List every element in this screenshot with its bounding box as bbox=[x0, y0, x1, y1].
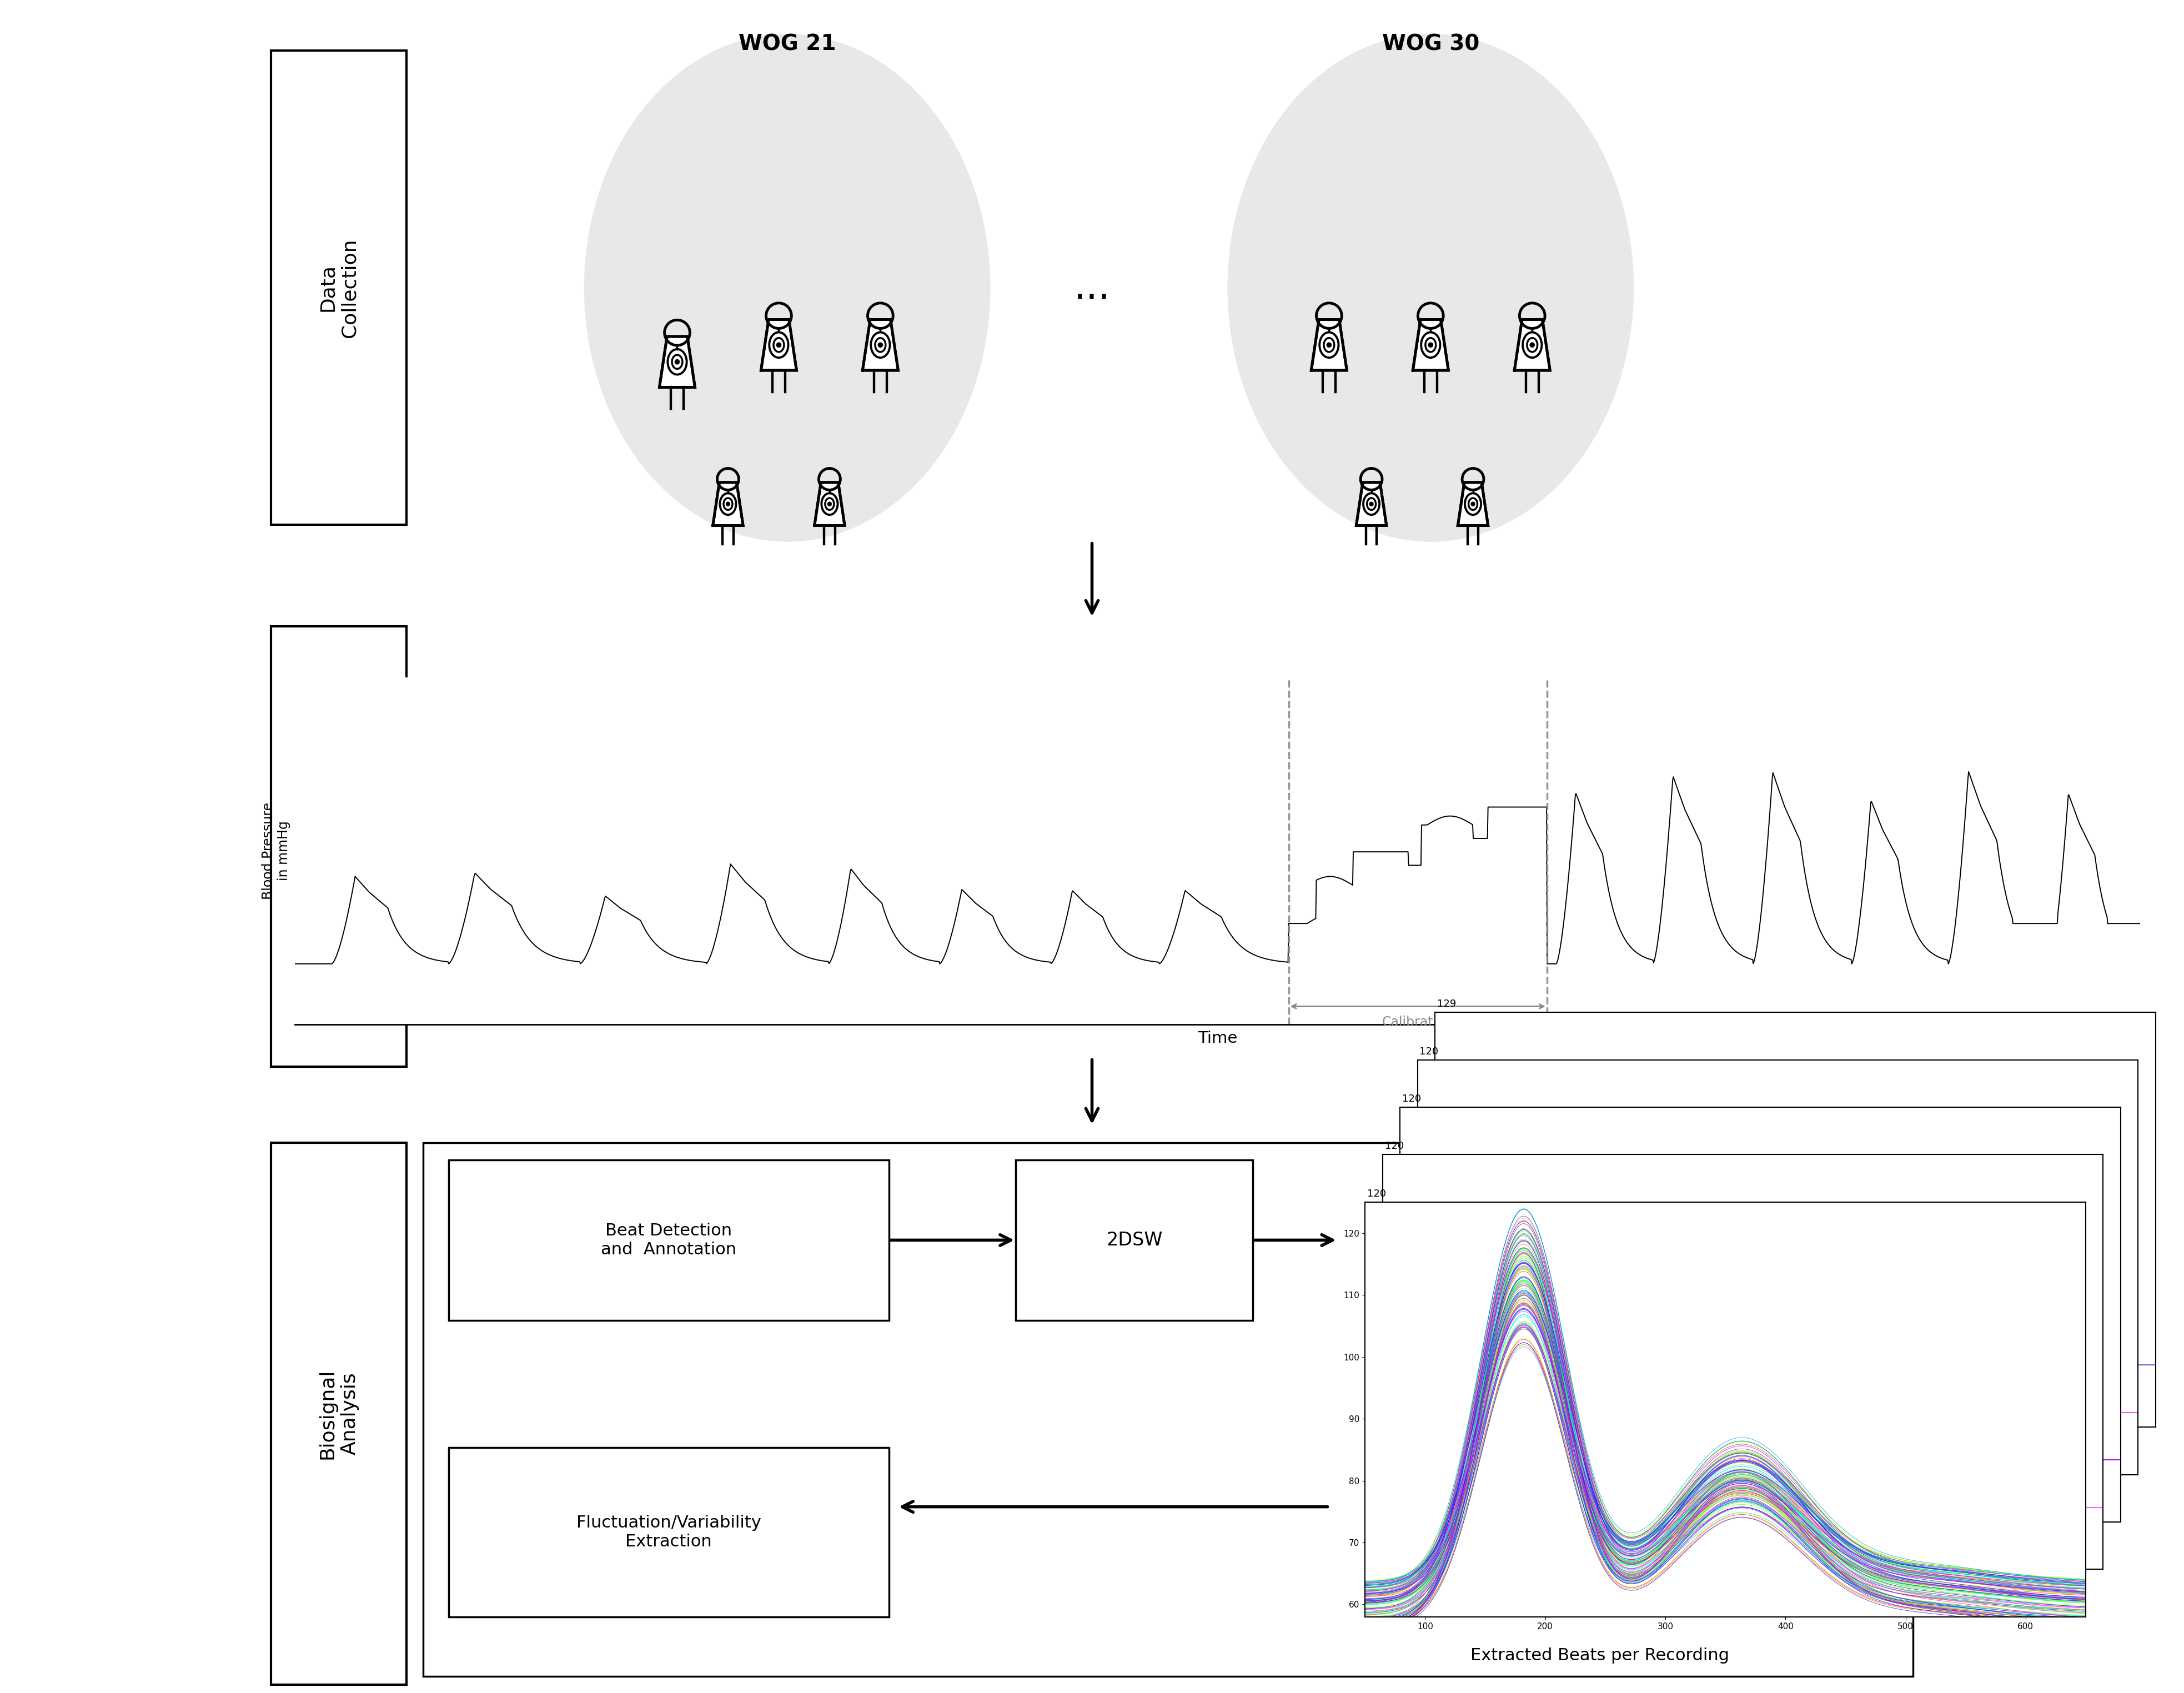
Circle shape bbox=[1428, 342, 1433, 347]
Text: 120: 120 bbox=[1420, 1046, 1439, 1056]
Text: Biosignal
Analysis: Biosignal Analysis bbox=[319, 1368, 358, 1459]
Circle shape bbox=[878, 342, 882, 347]
Circle shape bbox=[1531, 342, 1535, 347]
Ellipse shape bbox=[1227, 34, 1634, 542]
Circle shape bbox=[1326, 342, 1332, 347]
Polygon shape bbox=[1514, 320, 1551, 371]
Text: Extracted Beats per Recording: Extracted Beats per Recording bbox=[1470, 1647, 1730, 1664]
Circle shape bbox=[1472, 503, 1474, 506]
Text: cBP
Recording: cBP Recording bbox=[319, 796, 358, 897]
Circle shape bbox=[828, 503, 832, 506]
Circle shape bbox=[725, 503, 729, 506]
Text: 120: 120 bbox=[1402, 1094, 1422, 1104]
Text: Calibration: Calibration bbox=[1382, 1016, 1455, 1029]
FancyBboxPatch shape bbox=[1016, 1160, 1254, 1321]
Polygon shape bbox=[1356, 483, 1387, 525]
FancyBboxPatch shape bbox=[271, 51, 406, 525]
Text: Data
Collection: Data Collection bbox=[319, 239, 358, 337]
Text: ...: ... bbox=[1075, 269, 1109, 306]
FancyBboxPatch shape bbox=[448, 1160, 889, 1321]
Circle shape bbox=[1369, 503, 1374, 506]
Text: WOG 21: WOG 21 bbox=[738, 34, 836, 54]
Polygon shape bbox=[760, 320, 797, 371]
Polygon shape bbox=[863, 320, 898, 371]
Polygon shape bbox=[712, 483, 743, 525]
Ellipse shape bbox=[583, 34, 989, 542]
Text: 120: 120 bbox=[1385, 1141, 1404, 1151]
Polygon shape bbox=[660, 337, 695, 388]
Text: 120: 120 bbox=[1367, 1188, 1387, 1199]
X-axis label: Time: Time bbox=[1197, 1031, 1238, 1046]
Text: Fluctuation/Variability
Extraction: Fluctuation/Variability Extraction bbox=[577, 1515, 762, 1549]
Text: 2DSW: 2DSW bbox=[1105, 1231, 1162, 1249]
Text: WOG 30: WOG 30 bbox=[1382, 34, 1479, 54]
Polygon shape bbox=[1459, 483, 1487, 525]
Polygon shape bbox=[815, 483, 845, 525]
Polygon shape bbox=[1413, 320, 1448, 371]
FancyBboxPatch shape bbox=[271, 626, 406, 1067]
Polygon shape bbox=[1310, 320, 1348, 371]
Y-axis label: Blood Pressure
in mmHg: Blood Pressure in mmHg bbox=[262, 802, 290, 899]
Text: 129: 129 bbox=[1437, 999, 1457, 1009]
Circle shape bbox=[778, 342, 782, 347]
FancyBboxPatch shape bbox=[448, 1448, 889, 1617]
Text: Beat Detection
and  Annotation: Beat Detection and Annotation bbox=[601, 1222, 736, 1258]
Circle shape bbox=[675, 359, 679, 364]
FancyBboxPatch shape bbox=[271, 1143, 406, 1685]
